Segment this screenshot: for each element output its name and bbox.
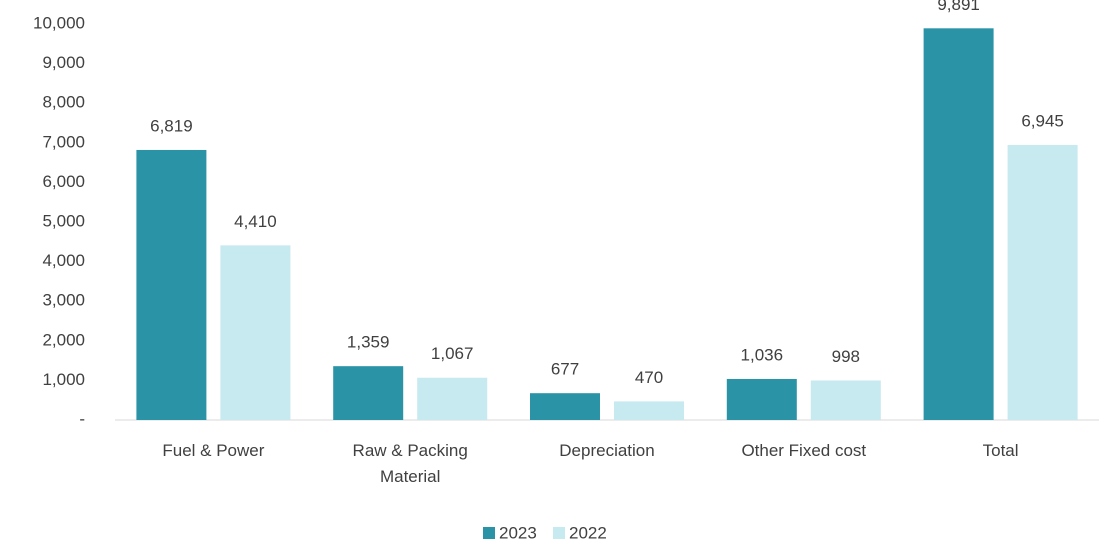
y-tick-label: 1,000 bbox=[42, 370, 85, 389]
bar bbox=[417, 377, 488, 420]
data-label: 1,036 bbox=[741, 345, 784, 364]
x-tick-label: Total bbox=[982, 441, 1019, 460]
legend-swatch bbox=[483, 527, 495, 539]
bar bbox=[923, 28, 994, 420]
x-tick-label: Raw & Packing Material bbox=[352, 441, 468, 486]
y-tick-label: 2,000 bbox=[42, 330, 85, 349]
legend-swatch bbox=[553, 527, 565, 539]
x-tick-label: Depreciation bbox=[559, 441, 655, 460]
legend-label: 2022 bbox=[569, 523, 607, 542]
data-label: 6,819 bbox=[150, 116, 193, 135]
legend-label: 2023 bbox=[499, 523, 537, 542]
x-tick-label: Other Fixed cost bbox=[741, 441, 867, 460]
data-label: 6,945 bbox=[1021, 111, 1064, 130]
y-tick-label: 4,000 bbox=[42, 251, 85, 270]
y-tick-label: 9,000 bbox=[42, 53, 85, 72]
bar bbox=[530, 393, 600, 420]
data-label: 470 bbox=[635, 368, 663, 387]
bar bbox=[136, 149, 207, 421]
bar bbox=[810, 380, 881, 420]
y-tick-label: - bbox=[79, 409, 85, 428]
y-tick-label: 5,000 bbox=[42, 211, 85, 230]
bar bbox=[726, 378, 797, 420]
data-label: 1,067 bbox=[431, 344, 474, 363]
bar bbox=[333, 366, 404, 420]
bar bbox=[220, 245, 291, 420]
data-label: 9,891 bbox=[937, 0, 980, 14]
y-tick-label: 7,000 bbox=[42, 132, 85, 151]
data-label: 1,359 bbox=[347, 333, 390, 352]
y-tick-label: 6,000 bbox=[42, 172, 85, 191]
y-tick-label: 10,000 bbox=[33, 13, 85, 32]
x-tick-label: Fuel & Power bbox=[162, 441, 265, 460]
data-label: 4,410 bbox=[234, 212, 277, 231]
y-tick-label: 8,000 bbox=[42, 93, 85, 112]
data-label: 998 bbox=[832, 347, 860, 366]
data-label: 677 bbox=[551, 360, 579, 379]
bar bbox=[614, 401, 684, 420]
bar bbox=[1007, 144, 1078, 420]
y-tick-label: 3,000 bbox=[42, 291, 85, 310]
